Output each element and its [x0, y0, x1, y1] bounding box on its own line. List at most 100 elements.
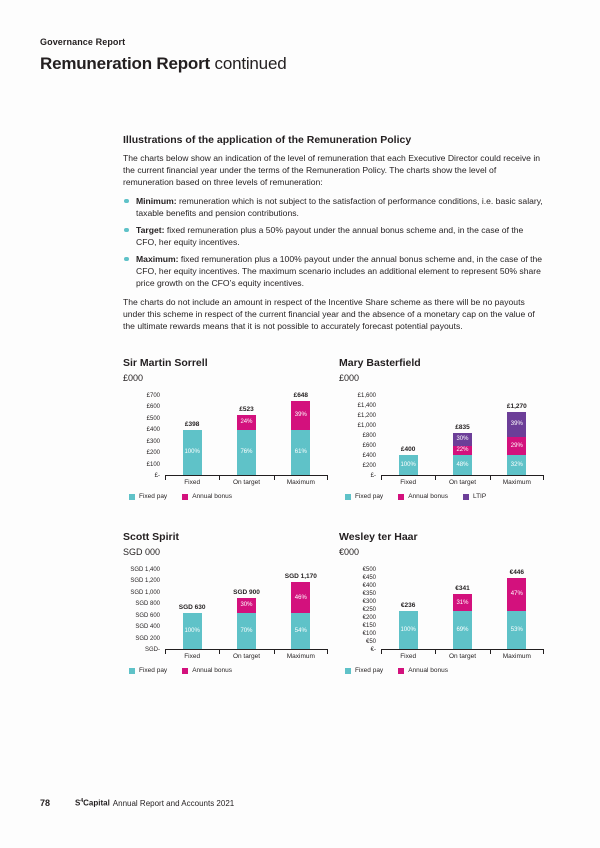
segment-percent-label: 30%	[456, 436, 469, 443]
legend-swatch-icon	[398, 667, 405, 674]
legend-label: Fixed pay	[139, 667, 168, 674]
bar-segment-fixed-pay: 76%	[236, 429, 256, 475]
stacked-bar: 100%	[182, 429, 202, 475]
bar-segment-annual-bonus: 30%	[236, 597, 256, 613]
bar-segment-fixed-pay: 32%	[507, 455, 527, 475]
y-tick-label: €300	[362, 599, 376, 605]
y-tick-label: £-	[370, 473, 376, 479]
remuneration-level-item: Maximum: fixed remuneration plus a 100% …	[123, 253, 544, 289]
x-axis: Fixed On target Maximum	[381, 476, 544, 487]
bar-segment-fixed-pay: 100%	[182, 429, 202, 475]
bar-total-label: £648	[293, 391, 309, 399]
section-label: Governance Report	[40, 37, 126, 47]
bar-segment-fixed-pay: 54%	[291, 613, 311, 649]
y-tick-label: £-	[154, 473, 160, 479]
x-tick-label: On target	[435, 476, 489, 487]
plot-area: SGD 630 100% SGD 900 30% 70% SGD 1,170 46% 54%	[165, 570, 328, 650]
remuneration-level-item: Minimum: remuneration which is not subje…	[123, 195, 544, 219]
bar-segment-fixed-pay: 70%	[236, 613, 256, 649]
chart-legend: Fixed pay Annual bonus	[129, 493, 328, 500]
remuneration-levels-list: Minimum: remuneration which is not subje…	[123, 195, 544, 289]
y-tick-label: £600	[146, 404, 160, 411]
x-tick-label: Fixed	[165, 476, 219, 487]
chart-title: Scott Spirit	[123, 531, 180, 543]
chart-unit-label: £000	[339, 373, 360, 383]
x-tick-label: On target	[219, 476, 273, 487]
stacked-bar: 46% 54%	[291, 582, 311, 649]
bar-total-label: SGD 1,170	[284, 573, 317, 581]
y-tick-label: £800	[362, 433, 376, 439]
legend-label: Annual bonus	[408, 493, 448, 500]
bar-segment-ltip: 39%	[507, 411, 527, 437]
y-tick-label: SGD 800	[135, 601, 160, 608]
bar-group-fixed: €236 100%	[381, 570, 435, 649]
y-tick-label: SGD-	[145, 647, 160, 653]
y-tick-label: £500	[146, 415, 160, 422]
legend-label: Annual bonus	[192, 667, 232, 674]
stacked-bar: 39% 29% 32%	[507, 411, 527, 475]
y-tick-label: £600	[362, 443, 376, 449]
chart-legend: Fixed pay Annual bonus	[129, 667, 328, 674]
segment-percent-label: 61%	[294, 449, 307, 456]
bar-group-maximum: SGD 1,170 46% 54%	[274, 570, 328, 649]
y-tick-label: SGD 1,400	[130, 567, 160, 573]
y-tick-label: £1,000	[357, 423, 376, 429]
stacked-bar: 24% 76%	[236, 415, 256, 475]
bar-group-fixed: £398 100%	[165, 396, 219, 475]
x-axis: Fixed On target Maximum	[165, 650, 328, 661]
chart-legend: Fixed pay Annual bonus LTIP	[345, 493, 544, 500]
bar-total-label: €236	[400, 602, 416, 610]
bar-segment-fixed-pay: 100%	[398, 455, 418, 475]
content-heading: Illustrations of the application of the …	[123, 134, 412, 146]
stacked-bar: 100%	[398, 611, 418, 649]
legend-swatch-icon	[345, 493, 351, 500]
x-tick-label: On target	[219, 650, 273, 661]
legend-label: LTIP	[472, 493, 487, 500]
y-tick-label: €350	[362, 591, 376, 597]
bar-segment-annual-bonus: 39%	[291, 400, 311, 430]
x-tick-label: Maximum	[489, 650, 544, 661]
footer-text: Annual Report and Accounts 2021	[112, 799, 235, 808]
y-tick-label: SGD 600	[135, 612, 160, 619]
bullet-dot-icon	[124, 227, 129, 232]
brand-s: S	[75, 799, 81, 808]
chart-body: £1,600 £1,400 £1,200 £1,000 £800 £600 £400 £200…	[339, 393, 544, 500]
bar-group-on-target: £523 24% 76%	[219, 396, 273, 475]
bullet-text: fixed remuneration plus a 50% payout und…	[136, 225, 524, 247]
y-tick-label: €450	[362, 575, 376, 581]
y-axis: £700 £600 £500 £400 £300 £200 £100 £-	[123, 393, 165, 479]
bar-segment-annual-bonus: 22%	[452, 445, 472, 455]
x-tick-label: Maximum	[273, 476, 328, 487]
stacked-bar: 30% 22% 48%	[452, 433, 472, 475]
x-tick-label: Fixed	[381, 650, 435, 661]
bar-total-label: €341	[455, 585, 470, 593]
bar-segment-fixed-pay: 100%	[182, 613, 202, 649]
legend-label: Fixed pay	[355, 667, 384, 674]
y-tick-label: SGD 400	[135, 624, 160, 631]
bar-segment-fixed-pay: 69%	[452, 611, 472, 649]
y-tick-label: £100	[146, 461, 160, 468]
page-title: Remuneration Report continued	[40, 54, 287, 74]
plot-wrap: £398 100% £523 24% 76% £648 39% 61% Fixed On targ…	[129, 392, 328, 500]
plot-area: £400 100% £835 30% 22% 48% £1,270 39% 29% 32%	[381, 396, 544, 476]
y-tick-label: €50	[365, 639, 376, 645]
bar-segment-fixed-pay: 48%	[452, 455, 472, 475]
charts-grid: Sir Martin Sorrell £000 £700 £600 £500 £400 £3…	[123, 357, 544, 674]
legend-item-fixed-pay: Fixed pay	[345, 493, 383, 500]
bullet-term: Minimum:	[136, 196, 177, 206]
legend-item-annual-bonus: Annual bonus	[182, 493, 232, 500]
legend-item-ltip: LTIP	[462, 493, 487, 500]
segment-percent-label: 100%	[400, 462, 416, 468]
bar-segment-annual-bonus: 24%	[236, 415, 256, 430]
plot-area: €236 100% €341 31% 69% €446 47% 53%	[381, 569, 544, 650]
plot-wrap: €236 100% €341 31% 69% €446 47% 53% Fixed On targ…	[345, 569, 544, 674]
plot-wrap: SGD 630 100% SGD 900 30% 70% SGD 1,170 46% 54% F…	[129, 570, 328, 674]
remuneration-level-item: Target: fixed remuneration plus a 50% pa…	[123, 224, 544, 248]
brand-capital: Capital	[83, 799, 110, 808]
y-tick-label: SGD 200	[135, 635, 160, 642]
y-tick-label: £200	[146, 450, 160, 457]
y-tick-label: €100	[362, 631, 376, 637]
bar-group-on-target: SGD 900 30% 70%	[219, 570, 273, 649]
page-header: Governance Report Remuneration Report co…	[40, 37, 287, 74]
bar-total-label: £1,270	[506, 402, 527, 410]
